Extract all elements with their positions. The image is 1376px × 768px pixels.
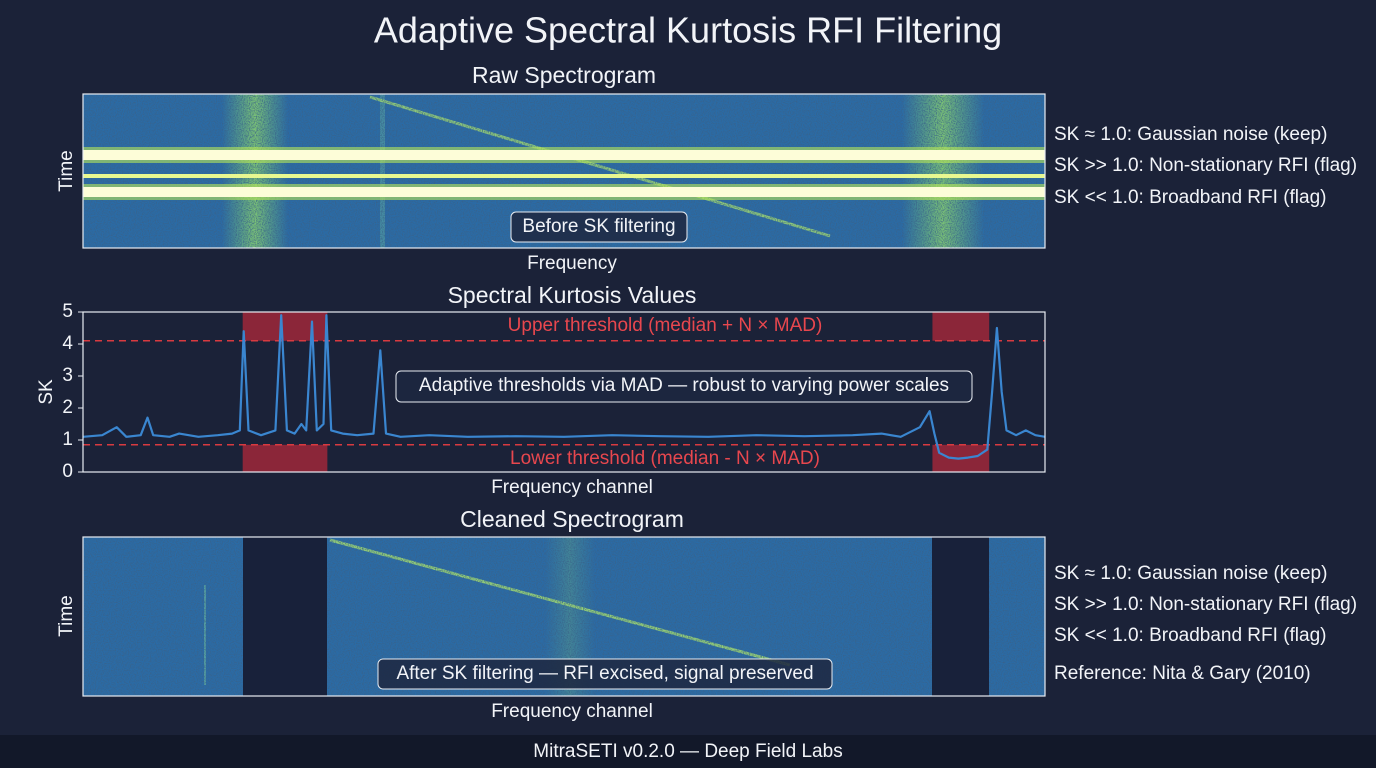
legend-text: SK >> 1.0: Non-stationary RFI (flag) (1054, 594, 1357, 615)
y-tick-label: 1 (62, 429, 73, 450)
sk-line (82, 314, 1046, 460)
legend-text: SK << 1.0: Broadband RFI (flag) (1054, 625, 1327, 646)
y-label: Time (56, 595, 77, 637)
y-tick-label: 5 (62, 301, 73, 322)
footer-bar (0, 735, 1376, 768)
frame (82, 93, 1046, 249)
legend-text: SK ≈ 1.0: Gaussian noise (keep) (1054, 563, 1327, 584)
x-label: Frequency channel (491, 477, 653, 498)
legend-text: SK ≈ 1.0: Gaussian noise (keep) (1054, 124, 1327, 145)
flag-region-upper (932, 312, 990, 341)
y-tick-label: 0 (62, 461, 73, 482)
legend-text: Reference: Nita & Gary (2010) (1054, 663, 1311, 684)
annotation-box (377, 658, 833, 690)
sk-chart: 0 1 2 3 4 5 Upper threshold (median + N × MAD)… (62, 301, 1046, 482)
panel-title: Raw Spectrogram (472, 62, 656, 88)
frame (82, 311, 1046, 473)
page-title: Adaptive Spectral Kurtosis RFI Filtering (374, 10, 1002, 51)
chart-title: Spectral Kurtosis Values (448, 282, 697, 308)
y-tick-label: 3 (62, 365, 73, 386)
annotation-box (510, 211, 688, 243)
cleaned-spectrogram (83, 537, 1045, 696)
annotation: Before SK filtering (522, 216, 675, 237)
footer: MitraSETI v0.2.0 — Deep Field Labs (533, 741, 842, 762)
legend-text: SK >> 1.0: Non-stationary RFI (flag) (1054, 155, 1357, 176)
legend-text: SK << 1.0: Broadband RFI (flag) (1054, 187, 1327, 208)
x-label: Frequency (527, 253, 617, 274)
annotation-box (395, 370, 973, 403)
threshold-label: Upper threshold (median + N × MAD) (508, 315, 823, 336)
annotation: After SK filtering — RFI excised, signal… (396, 663, 813, 684)
y-tick-label: 4 (62, 333, 73, 354)
raw-spectrogram (83, 94, 1045, 248)
x-label: Frequency channel (491, 701, 653, 722)
y-tick-label: 2 (62, 397, 73, 418)
flag-region-upper (242, 312, 328, 341)
frame (82, 536, 1046, 697)
annotation: Adaptive thresholds via MAD — robust to … (419, 375, 949, 396)
y-label: Time (56, 150, 77, 192)
panel-title: Cleaned Spectrogram (460, 506, 684, 532)
y-label: SK (36, 379, 57, 405)
flag-region-lower (242, 444, 328, 472)
threshold-label: Lower threshold (median - N × MAD) (510, 448, 820, 469)
